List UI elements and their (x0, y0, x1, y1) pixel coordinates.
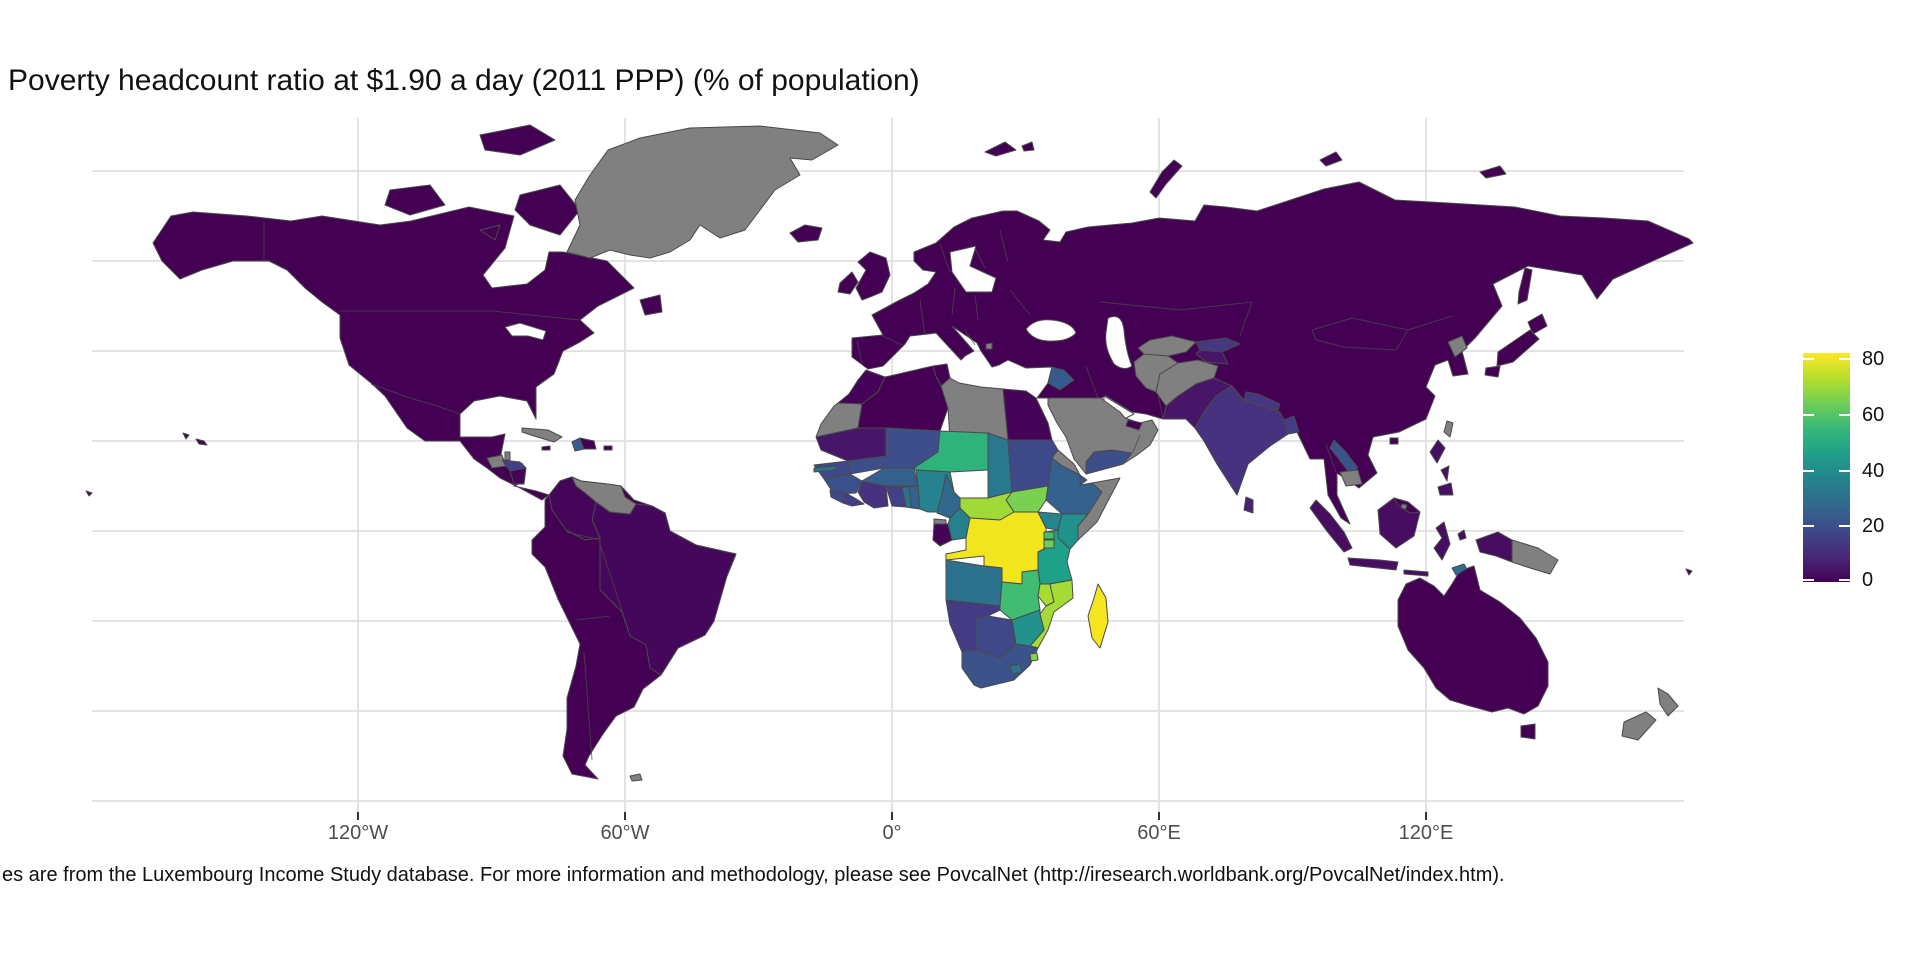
island-sumatra (1309, 499, 1353, 553)
country-gabon (932, 523, 953, 547)
legend-tick-mark (1803, 579, 1814, 581)
country-yemen (1085, 449, 1133, 475)
country-philippines (1429, 439, 1454, 496)
island-java (1347, 557, 1399, 571)
country-tajikistan (1195, 349, 1229, 365)
legend-tick-label: 80 (1862, 348, 1885, 371)
island-newfoundland (639, 294, 663, 316)
country-jamaica (541, 445, 551, 451)
island-ellesmere (479, 124, 556, 156)
legend-tick-label: 0 (1862, 569, 1874, 591)
islands-svalbard (984, 141, 1035, 157)
x-axis-label-120e: 120°E (1398, 822, 1454, 844)
legend-tick-mark (1803, 469, 1814, 472)
country-belize (504, 451, 511, 461)
country-dominican-republic (579, 437, 597, 450)
country-papua-new-guinea (1511, 539, 1559, 575)
country-sri-lanka (1243, 496, 1254, 514)
island-southampton (479, 224, 501, 241)
chart-title: Poverty headcount ratio at $1.90 a day (… (8, 64, 920, 97)
legend-tick-mark (1803, 414, 1814, 417)
legend-tick-mark (1839, 579, 1850, 581)
landmasses (85, 124, 1694, 782)
island-ireland (837, 271, 859, 295)
legend-tick-mark (1803, 358, 1814, 361)
country-north-korea (1447, 335, 1468, 358)
x-axis-label-60e: 60°E (1137, 822, 1181, 844)
country-borders (263, 222, 1453, 761)
country-gambia (813, 465, 837, 473)
country-kosovo (985, 342, 993, 350)
island-new-guinea-west (1475, 531, 1513, 563)
baltic-sea (949, 245, 997, 293)
legend-tick-mark (1839, 414, 1850, 417)
island-novaya-zemlya (1149, 159, 1183, 199)
islands-lesser-sunda (1403, 529, 1467, 577)
island-victoria (384, 184, 446, 216)
country-falkland-islands (629, 773, 643, 782)
legend-tick-label: 60 (1862, 404, 1885, 427)
country-puerto-rico (603, 445, 613, 451)
country-syria (1047, 366, 1075, 391)
country-greenland (566, 125, 839, 259)
island-sulawesi (1433, 521, 1451, 561)
country-eswatini (1029, 652, 1039, 662)
chart-caption: es are from the Luxembourg Income Study … (2, 864, 1505, 886)
country-cambodia (1339, 469, 1363, 487)
country-burundi (1043, 539, 1055, 549)
legend-tick-mark (1839, 525, 1850, 528)
country-libya (940, 377, 1009, 441)
country-colombia (548, 476, 601, 541)
legend-tick-label: 40 (1862, 459, 1885, 482)
country-kyrgyzstan (1195, 337, 1241, 353)
country-lesotho (1009, 663, 1023, 675)
legend-colorbar (1803, 353, 1850, 582)
islands-hawaii (182, 432, 208, 446)
island-great-britain (855, 251, 891, 301)
legend-tick-mark (1803, 525, 1814, 528)
islands-new-siberian (1479, 165, 1507, 179)
country-uae (1125, 419, 1143, 431)
legend-tick-mark (1839, 469, 1850, 472)
country-taiwan (1443, 420, 1454, 438)
caspian-sea (1105, 316, 1133, 370)
country-djibouti (1079, 474, 1088, 486)
country-angola (945, 559, 1003, 607)
legend-tick-mark (1839, 358, 1850, 361)
black-sea (1025, 319, 1077, 342)
island-baffin (514, 184, 581, 236)
country-cuba (521, 427, 563, 443)
country-rwanda (1043, 531, 1055, 540)
islands-pacific-specks (85, 490, 1693, 576)
country-burkina-faso (861, 467, 919, 487)
legend: 80 60 40 20 0 (1803, 349, 1920, 590)
country-madagascar (1087, 583, 1109, 649)
country-venezuela (571, 476, 637, 515)
legend-tick-label: 20 (1862, 515, 1885, 538)
country-liberia (842, 492, 865, 507)
country-uzbekistan (1137, 335, 1197, 357)
country-bangladesh (1283, 415, 1300, 435)
island-severnaya-zemlya (1319, 151, 1343, 167)
country-australia (1397, 565, 1549, 715)
country-nicaragua (509, 467, 527, 485)
island-sakhalin (1517, 267, 1533, 305)
island-tasmania (1520, 723, 1536, 740)
country-equatorial-guinea (933, 518, 947, 525)
country-north-america (152, 206, 635, 501)
x-axis-label-120w: 120°W (327, 822, 389, 844)
x-axis-label-0: 0° (882, 822, 902, 844)
x-axis-ticks (357, 812, 1427, 820)
country-new-zealand (1621, 687, 1679, 741)
x-axis-label-60w: 60°W (600, 822, 650, 844)
country-nepal (1243, 391, 1281, 411)
island-hainan (1389, 437, 1399, 445)
great-lakes (504, 322, 547, 341)
island-iceland (789, 224, 823, 243)
country-eurasia (851, 181, 1694, 525)
country-brunei (1400, 503, 1408, 510)
country-japan (1484, 313, 1548, 378)
